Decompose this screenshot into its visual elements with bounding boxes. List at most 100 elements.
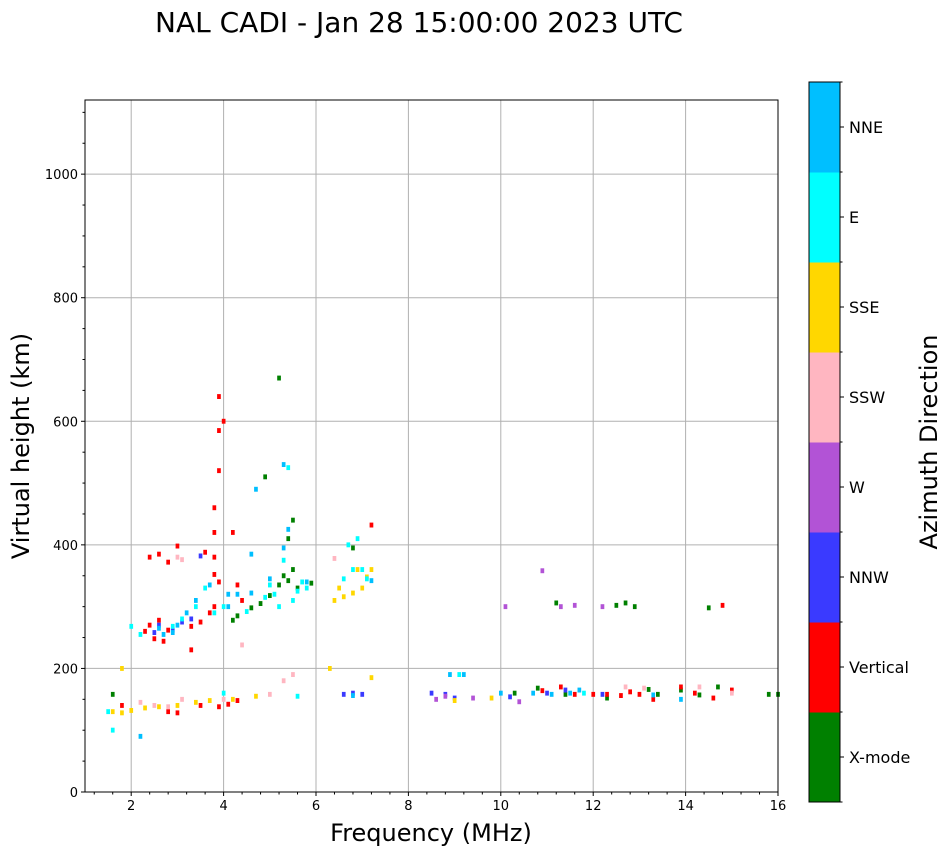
data-point [110,727,115,733]
data-point [697,684,702,690]
x-tick-label: 6 [312,799,320,814]
data-point [559,604,563,610]
data-point [281,557,286,563]
data-point [291,672,295,677]
y-tick-label: 1000 [45,168,78,183]
data-point [221,696,226,702]
colorbar-swatch-e [809,172,840,263]
data-point [198,619,203,625]
data-point [138,632,143,637]
colorbar-swatch-w [809,442,840,533]
data-point [170,630,175,635]
data-point [651,696,656,702]
data-point [157,622,161,628]
y-axis-label: Virtual height (km) [7,333,35,559]
data-point [235,591,240,597]
data-point [286,536,291,542]
data-point [517,699,522,705]
data-point [166,704,170,710]
x-tick-label: 4 [219,799,227,814]
data-point [152,703,157,708]
data-point [341,576,346,582]
data-point [716,684,720,690]
data-point [189,647,194,653]
y-tick-label: 800 [53,292,78,307]
data-point [281,545,286,551]
data-point [263,474,267,480]
data-point [268,582,272,588]
data-point [138,699,143,705]
data-point [614,602,619,608]
series-w [434,568,605,705]
data-point [217,428,221,433]
data-point [291,517,295,523]
x-axis-label: Frequency (MHz) [330,819,532,847]
colorbar-tick-label: SSE [849,298,879,317]
data-point [161,632,166,637]
data-point [286,578,291,584]
data-point [189,623,194,629]
data-point [221,418,226,424]
data-point [693,690,697,696]
data-point [198,553,203,559]
colorbar-tick-label: X-mode [849,748,910,767]
data-point [244,609,249,614]
data-point [110,709,115,715]
data-point [646,687,651,692]
data-point [623,600,628,606]
data-point [120,710,124,716]
data-point [508,694,512,700]
data-point [572,602,577,608]
data-point [679,696,683,702]
data-point [304,585,309,591]
data-point [231,617,235,623]
data-point [217,704,221,710]
data-point [180,616,184,622]
data-point [268,691,272,697]
data-point [360,567,365,572]
data-point [143,705,147,711]
data-point [175,554,180,560]
data-point [489,695,494,701]
data-point [277,604,281,610]
data-point [198,703,203,708]
colorbar-frame [808,81,841,803]
data-point [337,585,341,591]
data-point [309,580,314,586]
data-point [110,691,115,697]
data-point [184,610,189,616]
data-point [600,691,605,697]
data-point [226,701,231,707]
data-point [628,689,632,695]
data-point [619,693,623,698]
data-point [605,691,609,697]
data-point [263,594,267,600]
data-points [106,375,780,739]
colorbar-tick-label: E [849,208,859,227]
data-point [452,698,457,703]
x-tick-label: 14 [677,799,694,814]
data-point [711,695,716,701]
data-point [679,687,683,693]
data-point [157,551,161,557]
data-point [138,733,143,739]
data-point [730,690,734,696]
data-point [365,576,369,582]
data-point [554,600,559,606]
data-point [540,688,545,694]
data-point [166,709,170,715]
data-point [600,604,605,610]
data-point [304,579,309,585]
colorbar-tick-label: SSW [849,388,885,407]
data-point [166,559,170,565]
data-point [129,708,134,713]
data-point [540,568,545,574]
data-point [212,505,217,511]
y-tick-label: 600 [53,415,78,430]
colorbar-swatch-vertical [809,622,840,713]
data-point [503,604,508,610]
x-tick-label: 12 [585,799,602,814]
series-vertical [120,394,734,716]
data-point [221,604,226,610]
data-point [355,536,360,542]
